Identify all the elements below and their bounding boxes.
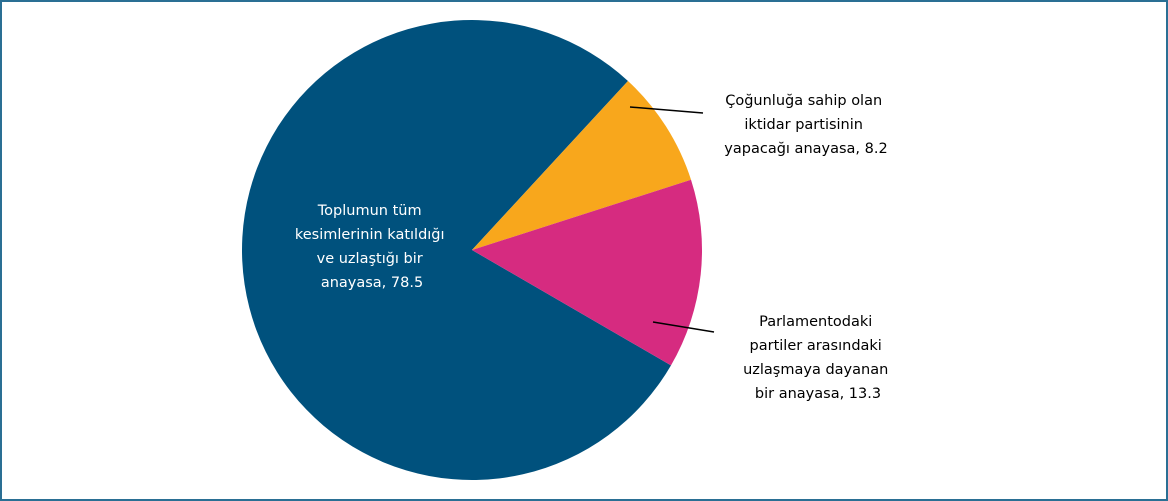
data-label: Çoğunluğa sahip olan iktidar partisinin … — [724, 93, 887, 157]
data-label: Toplumun tüm kesimlerinin katıldığı ve u… — [295, 203, 449, 291]
data-label-line: bir anayasa, 13.3 — [755, 386, 881, 402]
data-label-line: anayasa, 78.5 — [321, 275, 423, 291]
leader-line — [652, 321, 715, 333]
data-label-line: Çoğunluğa sahip olan — [725, 93, 887, 109]
data-label-line: uzlaşmaya dayanan — [743, 362, 893, 378]
pie-slice — [241, 19, 671, 480]
pie-slice — [472, 80, 692, 251]
data-label-line: yapacağı anayasa, 8.2 — [724, 141, 887, 157]
data-label-line: iktidar partisinin — [744, 117, 867, 133]
pie-slice — [472, 179, 702, 366]
data-label-line: partiler arasındaki — [750, 338, 887, 354]
leader-line — [629, 106, 704, 114]
data-label-line: ve uzlaştığı bir — [317, 251, 428, 267]
data-label-line: kesimlerinin katıldığı — [295, 227, 449, 243]
data-label-line: Toplumun tüm — [317, 203, 426, 219]
data-label: Parlamentodaki partiler arasındaki uzlaş… — [743, 314, 893, 402]
data-label-line: Parlamentodaki — [759, 314, 877, 330]
